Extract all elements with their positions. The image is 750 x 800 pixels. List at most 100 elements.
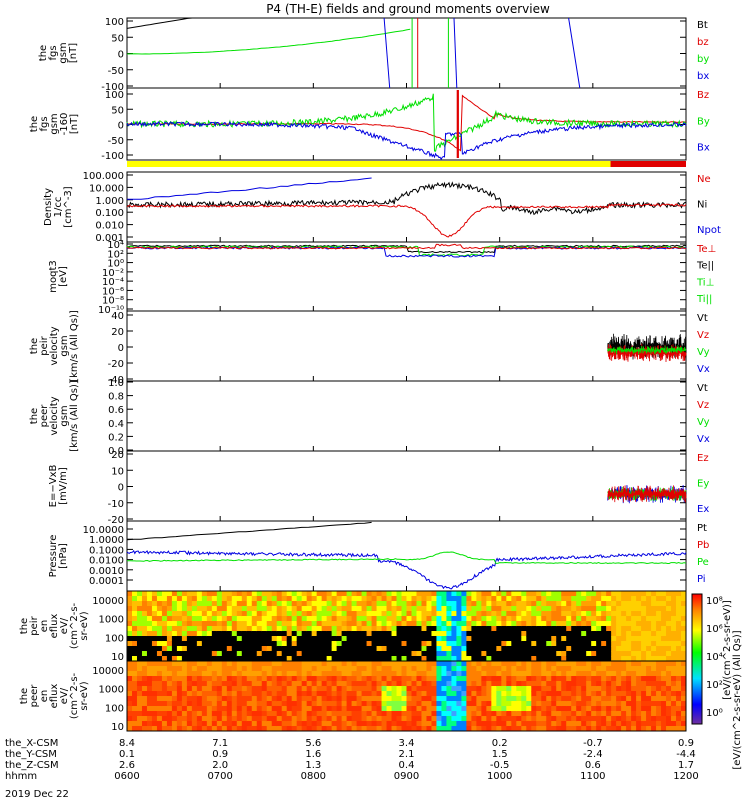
spectro-8-cell xyxy=(151,631,158,637)
spectro-8-cell xyxy=(461,621,467,627)
spectro-8-cell xyxy=(301,611,308,617)
spectro-8-cell xyxy=(561,631,567,637)
spectro-9-cell xyxy=(651,701,657,707)
spectro-9-cell xyxy=(166,706,173,712)
spectro-9-cell xyxy=(316,686,323,692)
spectro-8-cell xyxy=(331,636,338,642)
spectro-9-cell xyxy=(496,696,502,702)
spectro-8-cell xyxy=(136,651,143,657)
spectro-9-cell xyxy=(481,721,487,727)
spectro-9-cell xyxy=(571,681,577,687)
ylabel-group-2: Density 1/cc [cm^-3] xyxy=(43,186,74,227)
spectro-9-cell xyxy=(141,706,148,712)
spectro-8-cell xyxy=(481,606,487,612)
spectro-9-cell xyxy=(356,671,363,677)
spectro-8-cell xyxy=(621,596,627,602)
spectro-9-cell xyxy=(526,691,532,697)
spectro-9-cell xyxy=(616,716,622,722)
spectro-8-cell xyxy=(316,606,323,612)
spectro-8-cell xyxy=(127,596,133,602)
spectro-8-cell xyxy=(536,601,542,607)
spectro-9-cell xyxy=(491,696,497,702)
spectro-8-cell xyxy=(221,641,228,647)
spectro-8-cell xyxy=(631,636,637,642)
spectro-8-cell xyxy=(516,621,522,627)
spectro-9-cell xyxy=(401,701,407,707)
spectro-9-cell xyxy=(381,711,388,717)
spectro-9-cell xyxy=(176,676,183,682)
spectro-9-cell xyxy=(566,681,572,687)
spectro-8-cell xyxy=(646,601,652,607)
spectro-9-cell xyxy=(636,666,642,672)
spectro-9-cell xyxy=(326,666,333,672)
spectro-9-cell xyxy=(516,676,522,682)
spectro-8-cell xyxy=(506,656,512,662)
spectro-9-cell xyxy=(216,711,223,717)
spectro-8-cell xyxy=(661,591,667,597)
spectro-9-cell xyxy=(371,671,378,677)
ephem-value-3-3: 0900 xyxy=(394,771,419,782)
spectro-9-cell xyxy=(431,686,437,692)
spectro-9-cell xyxy=(176,661,183,667)
ephem-value-1-1: 0.9 xyxy=(212,749,228,760)
spectro-8-cell xyxy=(666,621,672,627)
spectro-8-cell xyxy=(151,616,158,622)
spectro-8-cell xyxy=(606,616,612,622)
legend-3-2: Ti⊥ xyxy=(696,277,714,288)
legend-5-0: Vt xyxy=(697,383,708,394)
spectro-9-cell xyxy=(606,711,612,717)
spectro-9-cell xyxy=(471,686,477,692)
spectro-9-cell xyxy=(171,711,178,717)
spectro-8-cell xyxy=(471,591,477,597)
spectro-8-cell xyxy=(546,591,552,597)
spectro-9-cell xyxy=(596,726,602,732)
ephem-value-1-6: -4.4 xyxy=(676,749,696,760)
spectro-9-cell xyxy=(146,681,153,687)
spectro-8-cell xyxy=(171,631,178,637)
spectro-8-cell xyxy=(636,631,642,637)
spectro-9-cell xyxy=(201,691,208,697)
spectro-9-cell xyxy=(551,721,557,727)
series-ne xyxy=(126,203,687,238)
spectro-8-cell xyxy=(441,601,447,607)
spectro-9-cell xyxy=(461,681,467,687)
spectro-9-cell xyxy=(246,701,253,707)
spectro-8-cell xyxy=(561,651,567,657)
spectro-9-cell xyxy=(646,716,652,722)
legend-1-0: Bz xyxy=(697,90,709,101)
spectro-9-cell xyxy=(641,721,647,727)
spectro-9-cell xyxy=(386,706,393,712)
spectro-9-cell xyxy=(381,661,388,667)
spectro-9-cell xyxy=(471,726,477,732)
spectro-8-cell xyxy=(526,591,532,597)
spectro-9-cell xyxy=(451,721,457,727)
spectro-9-cell xyxy=(446,681,452,687)
spectro-9-cell xyxy=(266,676,273,682)
spectro-9-cell xyxy=(251,691,258,697)
spectro-9-cell xyxy=(141,716,148,722)
spectro-8-cell xyxy=(636,611,642,617)
spectro-9-cell xyxy=(331,671,338,677)
spectro-8-cell xyxy=(261,641,268,647)
spectro-8-cell xyxy=(256,631,263,637)
spectro-8-cell xyxy=(371,596,378,602)
spectro-9-cell xyxy=(516,721,522,727)
spectro-8-cell xyxy=(146,641,153,647)
spectro-8-cell xyxy=(286,641,293,647)
spectro-9-cell xyxy=(231,696,238,702)
spectro-8-cell xyxy=(156,626,163,632)
spectro-9-cell xyxy=(461,671,467,677)
spectro-8-cell xyxy=(221,601,228,607)
spectro-8-cell xyxy=(406,626,412,632)
spectro-9-cell xyxy=(371,681,378,687)
spectro-8-cell xyxy=(681,621,687,627)
spectro-9-cell xyxy=(216,691,223,697)
spectro-8-cell xyxy=(516,646,522,652)
spectro-8-cell xyxy=(346,616,353,622)
series-bx-a xyxy=(383,17,391,89)
spectro-8-cell xyxy=(441,621,447,627)
spectro-8-cell xyxy=(466,601,472,607)
spectro-9-cell xyxy=(676,711,682,717)
spectro-8-cell xyxy=(241,611,248,617)
spectro-9-cell xyxy=(216,701,223,707)
